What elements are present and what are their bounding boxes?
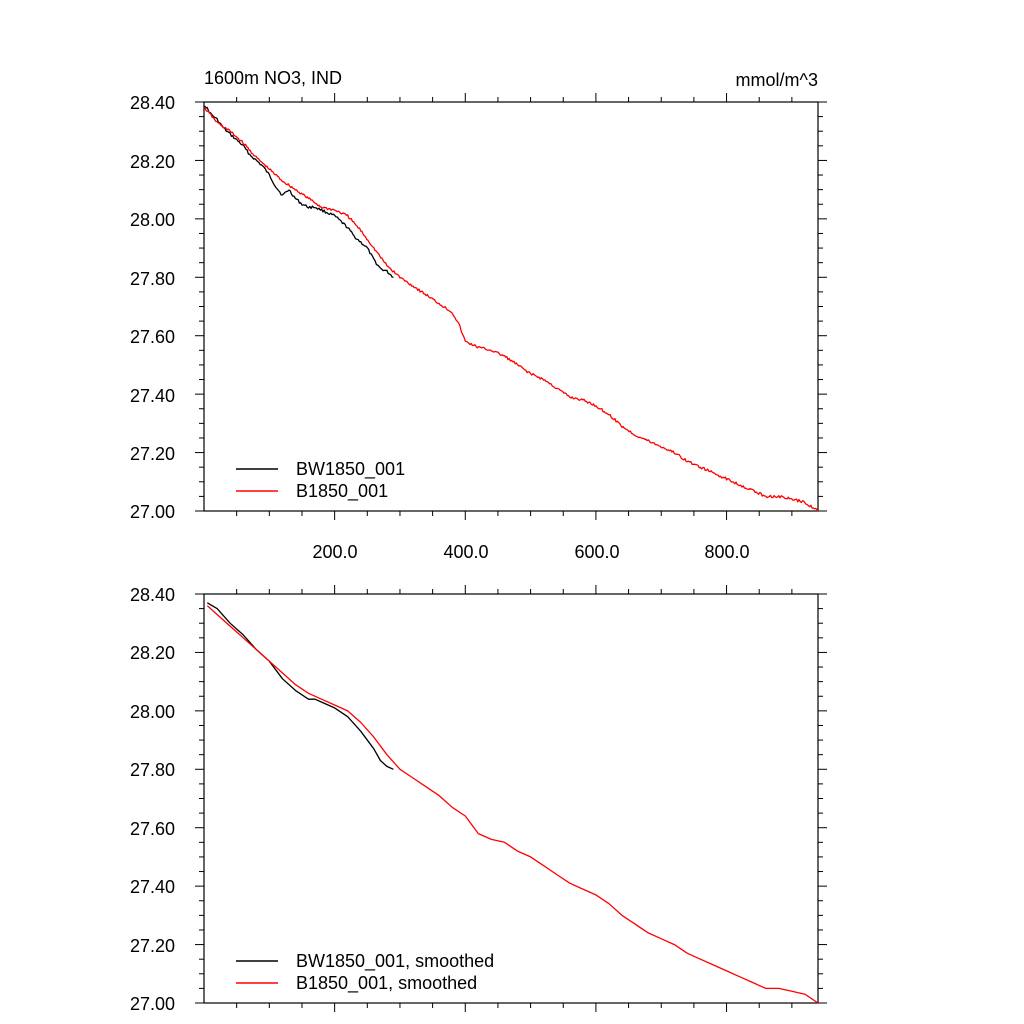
legend-label-b1850: B1850_001 [296,481,388,502]
legend: BW1850_001 B1850_001 [236,459,405,502]
chart-title: 1600m NO3, IND [204,68,342,88]
y-tick-label: 27.20 [130,444,175,464]
units-label: mmol/m^3 [736,70,818,90]
y-axis: 28.40 28.20 28.00 27.80 27.60 27.40 27.2… [130,93,175,522]
x-tick-label: 800.0 [704,542,749,562]
legend-label-bw1850: BW1850_001 [296,459,405,480]
series-lines [206,602,819,1004]
y-tick-label: 27.00 [130,502,175,522]
x-tick-label: 400.0 [443,542,488,562]
y-tick-label: 27.40 [130,877,175,897]
legend-label-b1850-smoothed: B1850_001, smoothed [296,973,477,994]
legend: BW1850_001, smoothed B1850_001, smoothed [236,951,494,994]
y-axis: 28.40 28.20 28.00 27.80 27.60 27.40 27.2… [130,585,175,1014]
tick-marks [195,93,827,520]
y-tick-label: 28.20 [130,152,175,172]
y-tick-label: 28.20 [130,643,175,663]
x-tick-label: 600.0 [574,542,619,562]
x-tick-label: 200.0 [312,542,357,562]
series-line-b1850-001-smoothed [206,605,819,1004]
x-axis: 200.0 400.0 600.0 800.0 [312,542,749,562]
y-tick-label: 28.00 [130,702,175,722]
y-tick-label: 28.40 [130,585,175,605]
y-tick-label: 27.60 [130,327,175,347]
tick-marks [195,585,827,1012]
plot-frame [203,101,819,512]
series-line-b1850-001 [204,106,819,512]
series-lines [204,105,819,512]
series-line-bw1850-001 [204,105,394,278]
legend-label-bw1850-smoothed: BW1850_001, smoothed [296,951,494,972]
y-tick-label: 28.40 [130,93,175,113]
top-panel: 1600m NO3, IND mmol/m^3 28.40 28.20 28.0… [130,68,827,562]
y-tick-label: 27.00 [130,994,175,1014]
y-tick-label: 27.80 [130,269,175,289]
y-tick-label: 28.00 [130,210,175,230]
plot-frame [203,593,819,1004]
y-tick-label: 27.80 [130,760,175,780]
series-line-bw1850-001-smoothed [206,602,394,770]
y-tick-label: 27.20 [130,936,175,956]
bottom-panel: 28.40 28.20 28.00 27.80 27.60 27.40 27.2… [130,585,827,1014]
y-tick-label: 27.60 [130,819,175,839]
y-tick-label: 27.40 [130,386,175,406]
